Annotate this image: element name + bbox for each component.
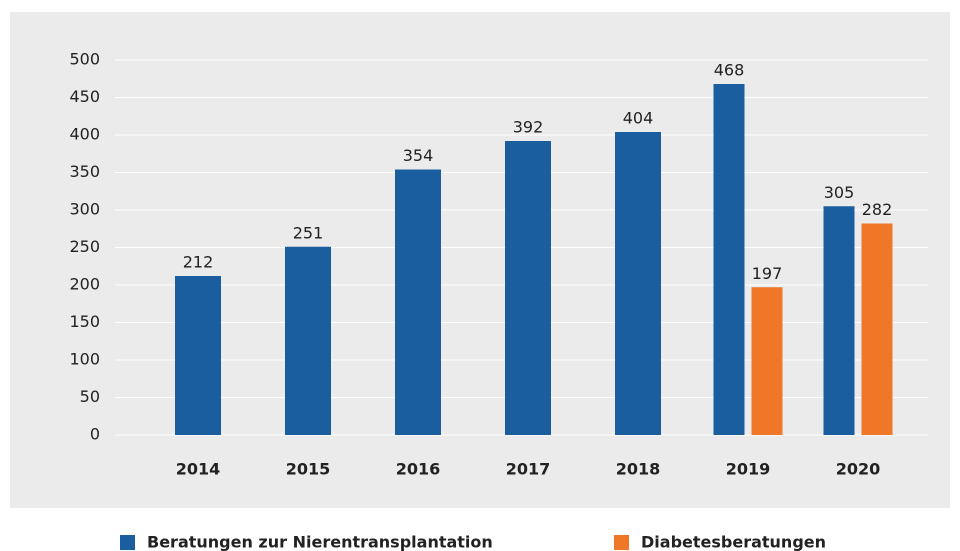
- legend-swatch: [614, 535, 629, 550]
- y-tick-label: 350: [69, 162, 100, 181]
- legend-label: Beratungen zur Nierentransplantation: [147, 533, 493, 551]
- legend-label: Diabetesberatungen: [641, 533, 826, 551]
- y-tick-label: 150: [69, 312, 100, 331]
- y-tick-label: 200: [69, 275, 100, 294]
- bar: [395, 169, 441, 435]
- bar: [713, 84, 745, 435]
- data-label: 305: [824, 183, 855, 202]
- x-tick-label: 2020: [836, 460, 881, 479]
- data-label: 282: [862, 200, 893, 219]
- legend-swatch: [120, 535, 135, 550]
- data-label: 404: [623, 109, 654, 128]
- x-tick-label: 2015: [286, 460, 331, 479]
- y-tick-label: 50: [80, 387, 100, 406]
- x-tick-label: 2018: [616, 460, 661, 479]
- data-label: 392: [513, 118, 544, 137]
- data-label: 197: [752, 264, 783, 283]
- data-label: 354: [403, 146, 434, 165]
- x-tick-label: 2014: [176, 460, 221, 479]
- x-tick-label: 2017: [506, 460, 551, 479]
- bar: [285, 246, 331, 435]
- plot-background: [10, 12, 950, 508]
- data-label: 251: [293, 223, 324, 242]
- y-tick-label: 300: [69, 200, 100, 219]
- bar: [751, 287, 783, 435]
- y-tick-label: 250: [69, 237, 100, 256]
- y-tick-label: 500: [69, 50, 100, 69]
- data-label: 468: [714, 61, 745, 80]
- bar: [861, 223, 893, 435]
- y-tick-label: 400: [69, 125, 100, 144]
- x-tick-label: 2019: [726, 460, 771, 479]
- data-label: 212: [183, 253, 214, 272]
- bar: [175, 276, 221, 435]
- bar: [505, 141, 551, 435]
- y-tick-label: 100: [69, 350, 100, 369]
- y-tick-label: 0: [90, 425, 100, 444]
- x-tick-label: 2016: [396, 460, 441, 479]
- bar: [823, 206, 855, 435]
- bar: [615, 132, 661, 435]
- y-tick-label: 450: [69, 87, 100, 106]
